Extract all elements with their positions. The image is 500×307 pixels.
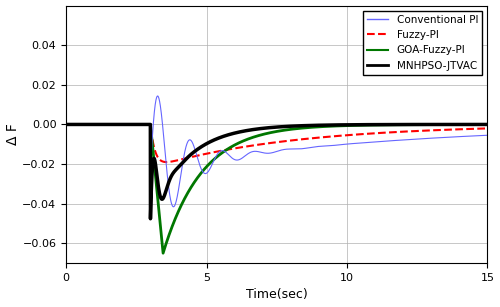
Fuzzy-PI	[370, 132, 376, 135]
GOA-Fuzzy-PI	[450, 123, 456, 126]
GOA-Fuzzy-PI	[484, 122, 490, 126]
Conventional PI	[370, 140, 376, 144]
Line: GOA-Fuzzy-PI: GOA-Fuzzy-PI	[66, 124, 488, 253]
Conventional PI	[484, 134, 490, 137]
Conventional PI	[63, 122, 69, 126]
Conventional PI	[264, 151, 270, 155]
Fuzzy-PI	[164, 160, 170, 164]
Line: Fuzzy-PI: Fuzzy-PI	[66, 124, 488, 162]
GOA-Fuzzy-PI	[472, 123, 478, 126]
Legend: Conventional PI, Fuzzy-PI, GOA-Fuzzy-PI, MNHPSO-JTVAC: Conventional PI, Fuzzy-PI, GOA-Fuzzy-PI,…	[363, 11, 482, 75]
GOA-Fuzzy-PI	[63, 122, 69, 126]
GOA-Fuzzy-PI	[160, 251, 166, 255]
MNHPSO-JTVAC	[472, 122, 478, 126]
Fuzzy-PI	[63, 122, 69, 126]
MNHPSO-JTVAC	[63, 122, 69, 126]
MNHPSO-JTVAC	[450, 122, 456, 126]
Line: MNHPSO-JTVAC: MNHPSO-JTVAC	[66, 124, 488, 219]
Fuzzy-PI	[264, 142, 270, 146]
Fuzzy-PI	[244, 145, 250, 148]
Conventional PI	[154, 94, 160, 98]
MNHPSO-JTVAC	[370, 123, 376, 126]
Fuzzy-PI	[472, 127, 478, 131]
Fuzzy-PI	[450, 128, 456, 131]
MNHPSO-JTVAC	[148, 217, 154, 221]
Conventional PI	[472, 134, 478, 138]
Y-axis label: Δ F: Δ F	[6, 123, 20, 145]
Conventional PI	[244, 153, 250, 157]
Line: Conventional PI: Conventional PI	[66, 96, 488, 207]
GOA-Fuzzy-PI	[244, 138, 250, 142]
MNHPSO-JTVAC	[240, 129, 246, 133]
GOA-Fuzzy-PI	[370, 123, 376, 127]
Conventional PI	[240, 155, 246, 159]
MNHPSO-JTVAC	[244, 129, 250, 132]
Conventional PI	[450, 135, 456, 139]
Fuzzy-PI	[240, 145, 246, 149]
X-axis label: Time(sec): Time(sec)	[246, 289, 308, 301]
GOA-Fuzzy-PI	[240, 139, 246, 143]
MNHPSO-JTVAC	[484, 122, 490, 126]
MNHPSO-JTVAC	[264, 126, 270, 130]
Fuzzy-PI	[484, 126, 490, 130]
GOA-Fuzzy-PI	[264, 132, 270, 135]
Conventional PI	[170, 205, 176, 209]
